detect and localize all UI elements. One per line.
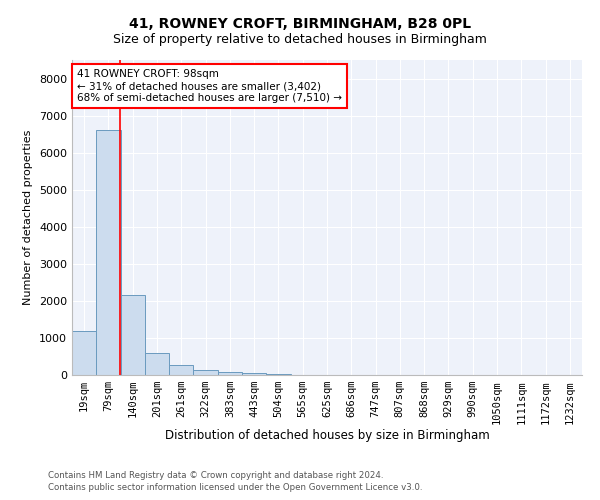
Y-axis label: Number of detached properties: Number of detached properties [23, 130, 34, 305]
Bar [218, 372, 242, 375]
Text: 41 ROWNEY CROFT: 98sqm
← 31% of detached houses are smaller (3,402)
68% of semi-: 41 ROWNEY CROFT: 98sqm ← 31% of detached… [77, 70, 342, 102]
Bar [72, 330, 96, 375]
Text: Contains HM Land Registry data © Crown copyright and database right 2024.: Contains HM Land Registry data © Crown c… [48, 471, 383, 480]
X-axis label: Distribution of detached houses by size in Birmingham: Distribution of detached houses by size … [164, 429, 490, 442]
Text: Size of property relative to detached houses in Birmingham: Size of property relative to detached ho… [113, 32, 487, 46]
Bar [169, 364, 193, 375]
Bar [121, 296, 145, 375]
Bar [242, 373, 266, 375]
Bar [145, 353, 169, 375]
Bar [193, 370, 218, 375]
Text: Contains public sector information licensed under the Open Government Licence v3: Contains public sector information licen… [48, 484, 422, 492]
Bar [266, 374, 290, 375]
Text: 41, ROWNEY CROFT, BIRMINGHAM, B28 0PL: 41, ROWNEY CROFT, BIRMINGHAM, B28 0PL [129, 18, 471, 32]
Bar [96, 130, 121, 375]
